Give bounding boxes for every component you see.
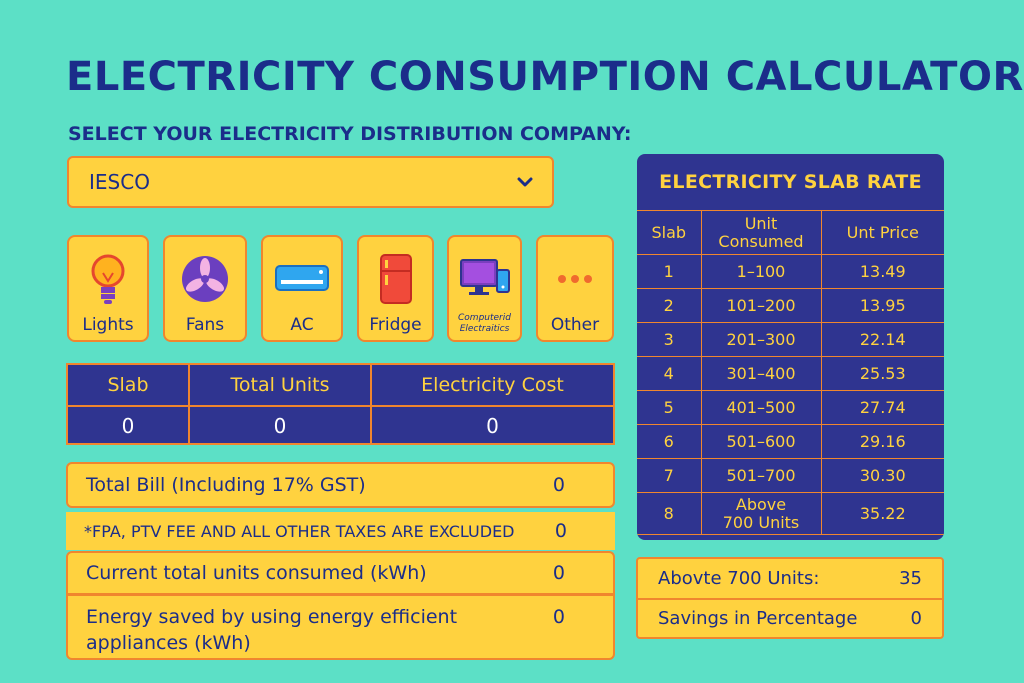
unit-range-cell: Above 700 Units [700,492,822,535]
units-consumed-label: Current total units consumed (kWh) [86,562,427,584]
slab-rate-row: 3 201–300 22.14 [637,322,944,357]
dots-icon [555,249,595,309]
unit-price-cell: 25.53 [820,356,944,391]
energy-saved-label: Energy saved by using energy efficient a… [86,606,458,654]
appliance-label: Computerid Electraitics [458,313,511,334]
bulb-icon [88,249,128,309]
slab-rate-row: 5 401–500 27.74 [637,390,944,425]
unit-range-cell: 1–100 [700,254,822,289]
slab-rate-row: 2 101–200 13.95 [637,288,944,323]
ac-icon [275,249,329,309]
unit-price-cell: 35.22 [820,492,944,535]
summary-units-value: 0 [190,407,372,445]
total-bill-value: 0 [552,474,565,496]
slab-number-cell: 1 [637,254,702,289]
appliance-label: Fans [185,315,225,335]
unit-range-cell: 501–700 [700,458,822,493]
company-selected-value: IESCO [89,170,150,194]
slab-number-cell: 8 [637,492,702,535]
above-700-label: Abovte 700 Units: [658,568,820,589]
summary-slab-value: 0 [68,407,190,445]
slab-rate-row: 8 Above 700 Units 35.22 [637,492,944,535]
company-select-label: SELECT YOUR ELECTRICITY DISTRIBUTION COM… [68,123,632,145]
unit-price-cell: 13.95 [820,288,944,323]
page-title: ELECTRICITY CONSUMPTION CALCULATOR [66,54,1024,100]
slab-number-cell: 2 [637,288,702,323]
unit-price-cell: 29.16 [820,424,944,459]
units-consumed-row: Current total units consumed (kWh) 0 [66,551,615,595]
energy-saved-row: Energy saved by using energy efficient a… [66,594,615,660]
slab-rate-row: 4 301–400 25.53 [637,356,944,391]
computer-icon [459,249,511,309]
tax-note-value: 0 [554,520,567,542]
slab-rate-row: 1 1–100 13.49 [637,254,944,289]
above-700-row: Abovte 700 Units: 35 [638,559,942,598]
appliance-label: Lights [82,315,134,335]
fridge-icon [379,249,413,309]
unit-price-cell: 30.30 [820,458,944,493]
above-700-box: Abovte 700 Units: 35 Savings in Percenta… [636,557,944,639]
summary-header-slab: Slab [68,365,190,405]
appliance-fans[interactable]: Fans [163,235,247,342]
chevron-down-icon [514,171,536,193]
slab-number-cell: 4 [637,356,702,391]
appliance-computer[interactable]: Computerid Electraitics [447,235,522,342]
slab-rate-row: 6 501–600 29.16 [637,424,944,459]
appliance-ac[interactable]: AC [261,235,343,342]
company-dropdown[interactable]: IESCO [67,156,554,208]
slab-rate-row: 7 501–700 30.30 [637,458,944,493]
savings-percentage-label: Savings in Percentage [658,608,858,629]
unit-price-cell: 13.49 [820,254,944,289]
tax-note-text: *FPA, PTV FEE AND ALL OTHER TAXES ARE EX… [84,521,515,541]
summary-cost-value: 0 [486,414,499,438]
total-bill-row: Total Bill (Including 17% GST) 0 [66,462,615,508]
savings-percentage-value: 0 [910,608,922,629]
unit-range-cell: 401–500 [700,390,822,425]
above-700-value: 35 [899,568,922,589]
slab-number-cell: 5 [637,390,702,425]
savings-percentage-row: Savings in Percentage 0 [638,598,942,637]
appliance-label: Fridge [369,315,422,335]
energy-saved-value: 0 [552,606,565,628]
appliance-lights[interactable]: Lights [67,235,149,342]
total-bill-label: Total Bill (Including 17% GST) [86,474,366,496]
unit-price-cell: 27.74 [820,390,944,425]
slab-number-cell: 3 [637,322,702,357]
unit-range-cell: 101–200 [700,288,822,323]
slab-rate-header-units: Unit Consumed [700,210,822,255]
summary-header-cost: Electricity Cost [421,374,564,396]
unit-range-cell: 201–300 [700,322,822,357]
slab-rate-header-price: Unt Price [820,210,944,255]
slab-rate-panel: ELECTRICITY SLAB RATE Slab Unit Consumed… [637,154,944,540]
slab-number-cell: 6 [637,424,702,459]
fan-icon [180,249,230,309]
appliance-label: AC [290,315,314,335]
unit-range-cell: 501–600 [700,424,822,459]
appliance-fridge[interactable]: Fridge [357,235,434,342]
appliance-other[interactable]: Other [536,235,614,342]
appliance-label: Other [550,315,600,335]
summary-table: Slab Total Units Electricity Cost 0 0 0 [66,363,615,445]
tax-note-row: *FPA, PTV FEE AND ALL OTHER TAXES ARE EX… [66,512,615,550]
summary-header-units: Total Units [190,365,372,405]
unit-price-cell: 22.14 [820,322,944,357]
unit-range-cell: 301–400 [700,356,822,391]
units-consumed-value: 0 [552,562,565,584]
slab-rate-header-slab: Slab [637,210,702,255]
slab-rate-table: Slab Unit Consumed Unt Price 1 1–100 13.49… [637,210,944,535]
summary-header-row: Slab Total Units Electricity Cost [68,365,613,405]
slab-rate-title: ELECTRICITY SLAB RATE [659,171,922,193]
slab-number-cell: 7 [637,458,702,493]
summary-value-row: 0 0 0 [68,405,613,445]
